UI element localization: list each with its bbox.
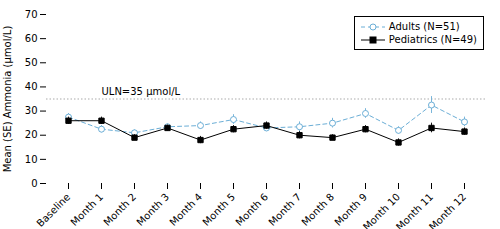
svg-text:0: 0 [31,178,37,189]
svg-text:Month 5: Month 5 [200,191,237,228]
svg-text:30: 30 [25,105,38,116]
svg-text:Month 7: Month 7 [266,191,303,228]
svg-text:40: 40 [25,81,38,92]
svg-text:50: 50 [25,57,38,68]
svg-text:Mean (SE) Ammonia (μmol/L): Mean (SE) Ammonia (μmol/L) [2,26,13,173]
svg-text:20: 20 [25,129,38,140]
svg-text:70: 70 [25,9,38,20]
svg-text:10: 10 [25,154,38,165]
svg-text:Month 4: Month 4 [167,191,204,228]
svg-text:Month 2: Month 2 [101,191,138,228]
svg-text:Baseline: Baseline [34,191,72,229]
svg-text:Month 3: Month 3 [134,191,171,228]
svg-text:ULN=35 μmol/L: ULN=35 μmol/L [102,86,181,97]
svg-text:Month 9: Month 9 [332,191,370,228]
svg-text:Month 6: Month 6 [233,191,270,228]
svg-text:Month 8: Month 8 [299,191,336,228]
svg-text:Month 1: Month 1 [68,191,105,228]
html-text:Adults (N=51): Adults (N=51) [388,21,460,32]
svg-text:60: 60 [25,33,38,44]
html-text:Pediatrics (N=49): Pediatrics (N=49) [388,34,477,45]
svg-text:Month 12: Month 12 [427,191,468,229]
